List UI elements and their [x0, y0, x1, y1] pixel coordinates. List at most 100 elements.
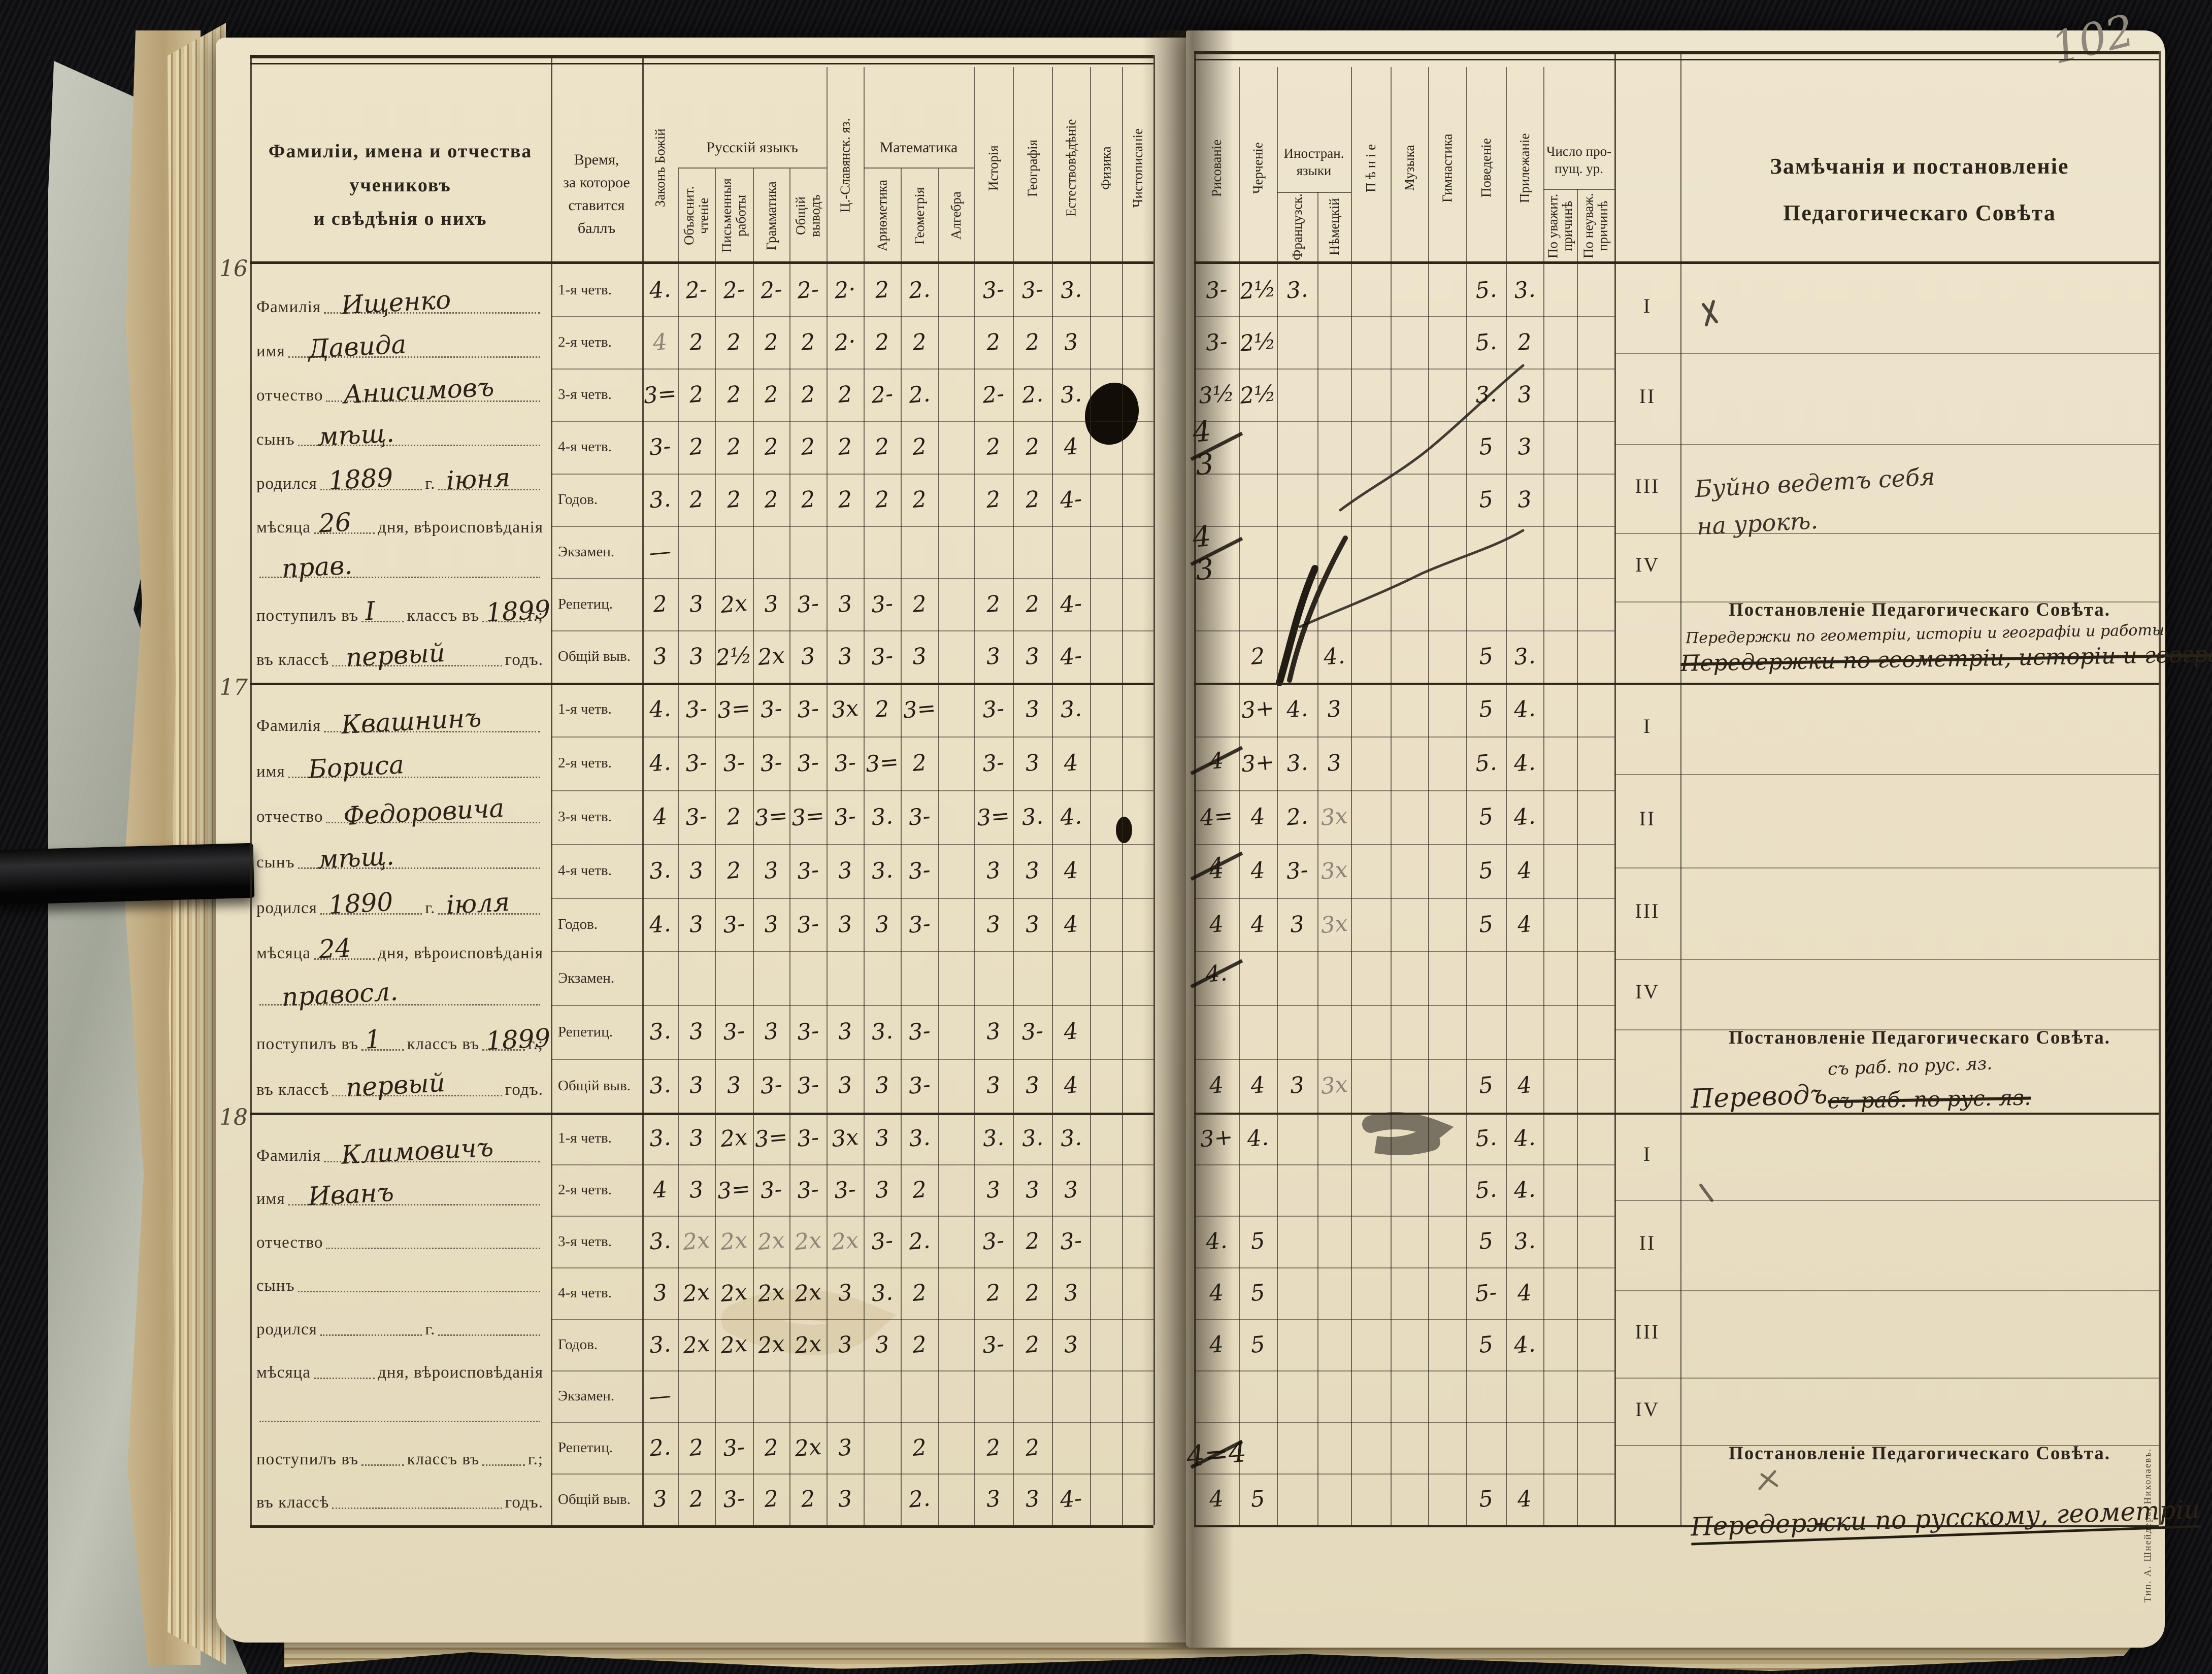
rowline-left-b1-4 — [551, 897, 1153, 899]
col-header-geometriya: Геометрія — [911, 187, 927, 245]
grade-s16-r1-geografiya: 2 — [1024, 329, 1041, 356]
grade-s16-r1-risovanie: 3- — [1204, 328, 1229, 356]
grade-s18-r1-obshchiy_vyvod: 3- — [796, 1176, 820, 1204]
colline-16 — [1277, 67, 1278, 1525]
colline-12 — [1090, 67, 1091, 1525]
info-row-name-2: имя Иванъ — [256, 1178, 543, 1212]
grade-s16-r2-chtenie: 2 — [688, 381, 705, 409]
rowline-right-b1-3 — [1194, 844, 1614, 845]
colline-21 — [1466, 67, 1467, 1525]
col-header-pismennye: Письменныя работы — [719, 178, 749, 253]
grade-s16-r0-grammatika: 2- — [759, 276, 783, 304]
handwritten-value: Анисимовъ — [342, 372, 495, 410]
dotted-line: 1889 — [320, 462, 422, 495]
handwritten-value: 1889 — [327, 462, 394, 495]
grade-s17-r1-prilezhanie: 4. — [1512, 749, 1537, 778]
grade-s17-r0-zakon: 4. — [648, 695, 672, 724]
info-label: классъ въ — [407, 1035, 480, 1054]
grade-s17-r1-chtenie: 3- — [684, 749, 709, 778]
dotted-line — [326, 1243, 540, 1249]
dotted-line: 26 — [313, 508, 375, 539]
rule-head-bottom-left — [250, 261, 1153, 264]
quarter-numeral-18-III: III — [1635, 1320, 1660, 1343]
grade-s16-r2-estestvovedenie: 3. — [1059, 381, 1083, 409]
info-row-month-1: мѣсяца 24 дня, вѣроисповѣданія — [256, 933, 543, 964]
grade-s17-r2-risovanie: 4= — [1199, 802, 1234, 831]
info-label: отчество — [256, 808, 323, 826]
rowline-left-b1-2 — [551, 790, 1153, 791]
colline-8 — [938, 169, 939, 1525]
row-label-18-0: 1-я четв. — [558, 1130, 612, 1147]
grade-s18-r1-estestvovedenie: 3 — [1063, 1176, 1079, 1204]
dotted-line: Климовичъ — [324, 1132, 540, 1170]
grade-s18-r7-geometriya: 2. — [907, 1485, 932, 1514]
grade-s16-r6-grammatika: 3 — [763, 590, 780, 618]
info-row-surname-0: Фамилія Ищенко — [256, 285, 543, 320]
grade-s18-r7-grammatika: 2 — [763, 1486, 780, 1513]
rowline-left-b1-7 — [551, 1059, 1153, 1060]
grade-s17-r4-estestvovedenie: 4 — [1063, 911, 1079, 939]
info-label: сынъ — [256, 853, 295, 872]
grade-s16-r0-zakon: 4. — [648, 276, 672, 304]
rowline-left-b0-5 — [551, 525, 1153, 527]
group-header-foreign: Иностран. языки — [1283, 146, 1344, 178]
info-row-born-1: родился 1890 г. іюля — [256, 887, 543, 920]
grade-s17-r3-geometriya: 3- — [907, 857, 932, 885]
grade-s17-r1-geometriya: 2 — [911, 750, 928, 777]
grade-s17-r2-istoriya: 3= — [975, 802, 1011, 831]
grade-s18-r2-cherchenie: 5 — [1249, 1228, 1266, 1255]
rowline-left-b1-1 — [551, 736, 1153, 738]
grade-s18-r7-pismennye: 3- — [721, 1485, 746, 1514]
grade-s18-r3-geografiya: 2 — [1024, 1280, 1041, 1307]
info-label: годъ. — [505, 1081, 543, 1099]
handwritten-value: Климовичъ — [340, 1132, 494, 1170]
info-row-class-2: въ классѣ годъ. — [256, 1483, 543, 1512]
info-row-surname-1: Фамилія Квашнинъ — [256, 703, 543, 740]
group-header-russian: Русскій языкъ — [706, 139, 798, 156]
info-row-name-0: имя Давида — [256, 329, 543, 364]
romanline-b0-1 — [1614, 444, 2159, 445]
dotted-line: мѣщ. — [298, 418, 540, 452]
info-row-religion-1: правосл. — [256, 977, 543, 1012]
grade-s17-r7-povedenie: 5 — [1477, 1072, 1495, 1099]
handwritten-value: прав. — [281, 550, 353, 584]
grade-s17-r4-istoriya: 3 — [985, 911, 1002, 939]
grade-s16-r4-povedenie: 5 — [1477, 486, 1495, 513]
handwritten-value: 24 — [318, 933, 352, 964]
quarter-numeral-16-II: II — [1639, 384, 1656, 408]
resolution-title-18: Постановленіе Педагогическаго Совѣта. — [1728, 1443, 2110, 1464]
grade-s16-r7-estestvovedenie: 4- — [1059, 643, 1083, 671]
grade-s16-r1-cherchenie: 2½ — [1239, 328, 1277, 357]
grade-s18-r6-geometriya: 2 — [911, 1434, 928, 1462]
grade-s16-r1-geometriya: 2 — [911, 329, 928, 356]
grade-s16-r7-pismennye: 2½ — [715, 642, 753, 671]
handwritten-value: іюля — [446, 887, 511, 920]
grade-s18-r6-grammatika: 2 — [763, 1434, 780, 1462]
rowline-right-b0-1 — [1194, 316, 1614, 318]
dotted-line: Иванъ — [288, 1178, 540, 1212]
grade-s17-r4-prilezhanie: 4 — [1516, 911, 1533, 939]
colline-1 — [678, 169, 679, 1525]
info-label: поступилъ въ — [256, 1035, 359, 1054]
grade-s18-r3-istoriya: 2 — [985, 1280, 1002, 1307]
dotted-line — [361, 1459, 404, 1466]
info-label: годъ. — [505, 1493, 543, 1512]
info-row-surname-2: Фамилія Климовичъ — [256, 1132, 543, 1170]
col-header-frantsuzskiy: Французск. — [1289, 193, 1305, 260]
rule-top-right-b — [1194, 59, 2159, 60]
grade-s16-r4-pismennye: 2 — [725, 486, 742, 513]
remark-s16: Буйно ведетъ себя на урокѣ. — [1694, 462, 1936, 540]
grade-s18-r4-obshchiy_vyvod: 2х — [793, 1330, 823, 1359]
rowline-left-b0-7 — [551, 630, 1153, 631]
dotted-line — [332, 1502, 502, 1509]
handwritten-value: 26 — [318, 507, 352, 539]
dotted-line — [298, 1286, 540, 1293]
info-row-patronymic-1: отчество Федоровича — [256, 793, 543, 831]
grade-s17-r6-estestvovedenie: 4 — [1063, 1018, 1079, 1046]
info-row-patronymic-2: отчество — [256, 1223, 543, 1252]
colline-2 — [715, 169, 716, 1525]
handwritten-value: іюня — [446, 462, 511, 495]
grade-s18-r3-obshchiy_vyvod: 2х — [793, 1279, 823, 1308]
info-label: мѣсяца — [256, 518, 311, 537]
grade-s16-r2-obshchiy_vyvod: 2 — [800, 381, 816, 409]
